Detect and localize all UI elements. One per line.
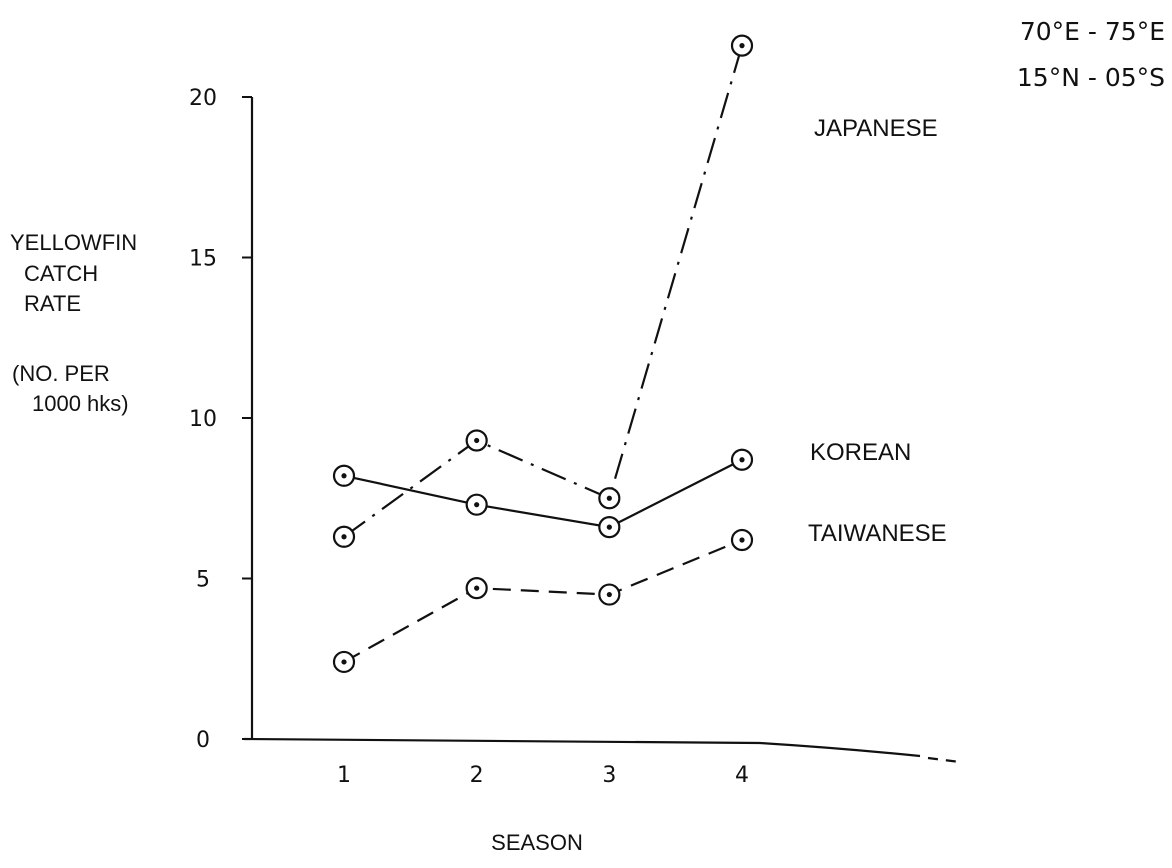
y-tick-label: 15 <box>189 247 217 272</box>
series-taiwanese <box>332 528 754 674</box>
x-axis-dashed-tail <box>927 756 961 764</box>
data-point-japanese-season-4 <box>730 34 754 57</box>
x-tick-label: 2 <box>470 763 484 788</box>
data-point-taiwanese-season-3 <box>598 583 621 606</box>
marker-dot <box>739 43 745 49</box>
data-point-taiwanese-season-1 <box>332 650 356 674</box>
region-label-latitude: 15°N - 05°S <box>1017 63 1165 92</box>
data-point-taiwanese-season-4 <box>730 528 754 552</box>
series-line-korean <box>343 458 743 529</box>
marker-dot <box>739 537 745 543</box>
y-axis-ticks: 0 5 10 15 20 <box>189 86 252 753</box>
y-axis-label-line-3: RATE <box>24 291 81 316</box>
y-axis-label-line-5: 1000 hks) <box>32 391 129 416</box>
data-point-korean-season-1 <box>332 464 356 487</box>
marker-dot <box>474 502 480 508</box>
series-japanese <box>332 34 754 548</box>
marker-dot <box>474 437 480 444</box>
y-axis-label-line-4: (NO. PER <box>12 361 110 386</box>
x-tick-label: 4 <box>735 763 749 788</box>
data-point-japanese-season-2 <box>465 429 488 452</box>
y-axis-title: YELLOWFIN CATCH RATE (NO. PER 1000 hks) <box>10 230 137 416</box>
region-labels: 70°E - 75°E 15°N - 05°S <box>1017 17 1165 92</box>
data-point-korean-season-2 <box>465 493 488 516</box>
series-line-japanese <box>343 45 744 538</box>
x-tick-label: 1 <box>337 763 351 788</box>
x-axis-label: SEASON <box>491 830 583 855</box>
y-tick-label: 0 <box>196 728 210 753</box>
marker-dot <box>606 591 612 598</box>
series-line-taiwanese <box>343 538 743 663</box>
marker-dot <box>341 473 347 479</box>
y-tick-label: 20 <box>189 86 217 111</box>
marker-dot <box>341 659 347 665</box>
axes: 0 5 10 15 20 1 2 3 4 <box>189 86 961 788</box>
marker-dot <box>606 495 612 501</box>
data-point-korean-season-4 <box>730 448 754 471</box>
series-label-korean: KOREAN <box>810 439 911 466</box>
marker-dot <box>474 585 480 591</box>
marker-dot <box>606 524 612 530</box>
data-point-taiwanese-season-2 <box>465 577 488 600</box>
data-point-japanese-season-1 <box>332 525 356 548</box>
y-tick-label: 5 <box>196 568 210 593</box>
x-axis-ticks: 1 2 3 4 <box>337 763 749 788</box>
series-layer <box>332 34 754 674</box>
x-axis-line <box>243 737 921 758</box>
y-axis-label-line-1: YELLOWFIN <box>10 230 137 255</box>
marker-dot <box>341 534 347 540</box>
y-tick-label: 10 <box>189 407 217 432</box>
region-label-longitude: 70°E - 75°E <box>1020 17 1165 46</box>
marker-dot <box>739 457 745 463</box>
series-labels: JAPANESE KOREAN TAIWANESE <box>808 115 947 547</box>
data-point-japanese-season-3 <box>598 487 621 510</box>
y-axis-label-line-2: CATCH <box>24 261 98 286</box>
series-label-japanese: JAPANESE <box>814 115 938 142</box>
series-korean <box>332 448 754 539</box>
x-tick-label: 3 <box>602 763 616 788</box>
series-label-taiwanese: TAIWANESE <box>808 520 947 547</box>
data-point-korean-season-3 <box>598 516 621 539</box>
